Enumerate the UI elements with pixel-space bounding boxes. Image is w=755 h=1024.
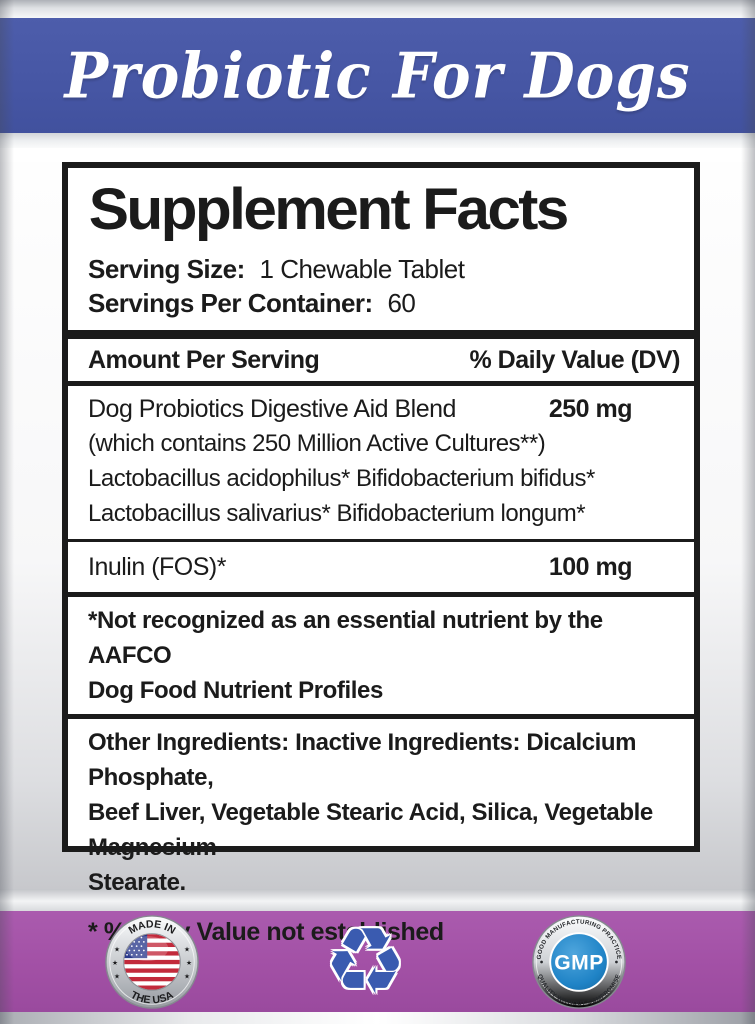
blend-detail-line: Lactobacillus acidophilus* Bifidobacteri… [88, 465, 595, 492]
medium-divider [68, 592, 694, 597]
recycle-icon: ♻ [324, 907, 407, 1015]
ingredient-name: Inulin (FOS)* [88, 553, 226, 581]
made-in-usa-badge: MADE IN THE USA ★ ★ ★ ★ ★ ★ [105, 914, 199, 1009]
serving-size-line: Serving Size: 1 Chewable Tablet [68, 252, 694, 286]
badge-band: MADE IN THE USA ★ ★ ★ ★ ★ ★ ♻ [0, 911, 755, 1012]
medium-divider [68, 381, 694, 386]
gmp-inner-circle [551, 933, 607, 990]
aafco-note-line: *Not recognized as an essential nutrient… [88, 607, 603, 669]
svg-text:★: ★ [184, 945, 190, 953]
svg-text:★: ★ [184, 972, 190, 980]
metallic-strip [0, 889, 755, 911]
serving-size-value: 1 Chewable Tablet [259, 254, 465, 284]
servings-per-container-label: Servings Per Container: [88, 288, 373, 318]
daily-value-header: % Daily Value (DV) [469, 346, 680, 374]
gmp-badge: GMP GOOD MANUFACTURING PRACTICE QUALITY … [532, 914, 626, 1009]
svg-text:MADE IN: MADE IN [127, 918, 178, 937]
ingredient-row-inulin: Inulin (FOS)* 100 mg [68, 542, 694, 592]
blend-detail-line: (which contains 250 Million Active Cultu… [88, 430, 546, 457]
usa-flag-icon [124, 933, 180, 990]
other-ingredients-line: Other Ingredients: Inactive Ingredients:… [88, 729, 637, 791]
aafco-note-line: Dog Food Nutrient Profiles [88, 677, 383, 704]
svg-text:★: ★ [114, 945, 120, 953]
other-ingredients: Other Ingredients: Inactive Ingredients:… [68, 719, 694, 906]
ingredient-name: Dog Probiotics Digestive Aid Blend [88, 395, 456, 423]
label-body: Supplement Facts Serving Size: 1 Chewabl… [0, 162, 755, 946]
aafco-note: *Not recognized as an essential nutrient… [68, 597, 694, 714]
ingredient-row-blend: Dog Probiotics Digestive Aid Blend 250 m… [68, 386, 694, 426]
banner-bottom-strip [0, 133, 755, 148]
servings-per-container-value: 60 [387, 288, 416, 318]
product-title-banner: Probiotic For Dogs [0, 18, 755, 133]
other-ingredients-line: Beef Liver, Vegetable Stearic Acid, Sili… [88, 799, 653, 861]
supplement-facts-title: Supplement Facts [88, 177, 570, 242]
usa-badge-bottom-text: THE USA [129, 988, 176, 1006]
column-header-row: Amount Per Serving % Daily Value (DV) [68, 339, 694, 381]
amount-per-serving-header: Amount Per Serving [88, 346, 320, 374]
serving-size-label: Serving Size: [88, 254, 245, 284]
thin-divider [68, 539, 694, 542]
servings-per-container-line: Servings Per Container: 60 [68, 286, 694, 320]
gmp-label: GMP [554, 951, 604, 974]
blend-detail-line: Lactobacillus salivarius* Bifidobacteriu… [88, 500, 586, 527]
other-ingredients-line: Stearate. [88, 869, 186, 896]
svg-text:★: ★ [186, 958, 192, 966]
usa-badge-top-text: MADE IN [127, 918, 178, 937]
ingredient-amount: 100 mg [548, 553, 633, 581]
supplement-facts-panel: Supplement Facts Serving Size: 1 Chewabl… [62, 162, 700, 946]
svg-text:★: ★ [114, 972, 120, 980]
bottom-metallic-strip [0, 1012, 755, 1024]
product-title: Probiotic For Dogs [64, 38, 691, 113]
medium-divider [68, 714, 694, 719]
top-metallic-strip [0, 0, 755, 18]
thick-divider [68, 330, 694, 339]
ingredient-amount: 250 mg [548, 395, 633, 423]
star-icons: ★ ★ ★ ★ ★ ★ [112, 945, 192, 980]
svg-text:★: ★ [112, 958, 118, 966]
svg-text:THE USA: THE USA [129, 988, 176, 1006]
